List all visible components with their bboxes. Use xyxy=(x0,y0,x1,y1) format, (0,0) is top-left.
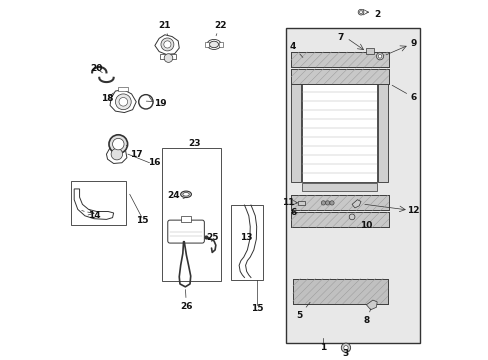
Bar xyxy=(290,212,388,227)
Bar xyxy=(290,195,388,211)
Circle shape xyxy=(321,201,325,205)
Text: 21: 21 xyxy=(158,21,171,35)
Text: 14: 14 xyxy=(81,211,101,220)
Text: 24: 24 xyxy=(167,190,184,199)
Text: 3: 3 xyxy=(342,349,348,358)
Bar xyxy=(290,69,388,84)
Text: 16: 16 xyxy=(147,158,160,167)
Circle shape xyxy=(376,53,383,60)
Bar xyxy=(219,42,223,46)
Text: 12: 12 xyxy=(407,206,419,215)
Bar xyxy=(162,148,221,281)
Bar xyxy=(230,205,263,280)
Circle shape xyxy=(161,38,174,51)
Bar xyxy=(301,74,376,182)
Polygon shape xyxy=(110,90,136,113)
Text: 10: 10 xyxy=(360,221,372,230)
Ellipse shape xyxy=(180,191,191,198)
Circle shape xyxy=(119,98,127,106)
Bar xyxy=(301,183,376,191)
Bar xyxy=(180,216,191,222)
Circle shape xyxy=(329,201,333,205)
Bar xyxy=(204,42,208,46)
Bar xyxy=(70,181,126,225)
Text: 9: 9 xyxy=(410,39,416,48)
Circle shape xyxy=(109,135,127,153)
Circle shape xyxy=(359,11,362,14)
Ellipse shape xyxy=(183,193,189,196)
Ellipse shape xyxy=(209,41,218,48)
Circle shape xyxy=(377,54,381,58)
Text: 18: 18 xyxy=(101,93,114,103)
Text: 1: 1 xyxy=(319,343,325,352)
Text: 15: 15 xyxy=(136,216,148,225)
Text: 11: 11 xyxy=(282,198,294,207)
Circle shape xyxy=(343,346,347,350)
Polygon shape xyxy=(160,54,176,59)
Text: 4: 4 xyxy=(289,42,302,58)
Ellipse shape xyxy=(206,39,221,49)
Circle shape xyxy=(325,201,329,205)
Circle shape xyxy=(163,41,171,48)
Polygon shape xyxy=(74,189,113,219)
Text: 13: 13 xyxy=(240,233,252,242)
Text: 2: 2 xyxy=(373,10,380,19)
Text: 8: 8 xyxy=(363,309,370,325)
Circle shape xyxy=(348,214,354,220)
Circle shape xyxy=(111,148,122,160)
Text: 19: 19 xyxy=(154,99,166,108)
Text: 25: 25 xyxy=(205,233,218,242)
Polygon shape xyxy=(155,35,179,54)
Text: 20: 20 xyxy=(90,64,103,73)
Circle shape xyxy=(164,54,172,62)
Text: 17: 17 xyxy=(126,145,142,159)
Circle shape xyxy=(341,343,350,352)
Circle shape xyxy=(115,94,131,110)
Bar xyxy=(377,74,387,182)
Polygon shape xyxy=(366,300,376,310)
Text: 5: 5 xyxy=(296,302,309,320)
Text: 23: 23 xyxy=(188,139,200,148)
Bar xyxy=(292,279,387,304)
Bar xyxy=(290,74,301,182)
FancyBboxPatch shape xyxy=(167,220,204,243)
Text: 6: 6 xyxy=(290,208,301,217)
Text: 15: 15 xyxy=(250,304,263,313)
Bar xyxy=(285,28,419,343)
Text: 7: 7 xyxy=(337,33,343,42)
Polygon shape xyxy=(106,145,127,163)
Polygon shape xyxy=(351,200,360,208)
Bar xyxy=(297,201,304,205)
Bar xyxy=(118,87,128,91)
Text: 6: 6 xyxy=(391,85,416,102)
Text: 26: 26 xyxy=(180,289,192,311)
Circle shape xyxy=(357,9,363,15)
Bar xyxy=(366,48,373,54)
Circle shape xyxy=(112,138,124,150)
Bar xyxy=(290,52,388,67)
Text: 22: 22 xyxy=(213,21,226,36)
